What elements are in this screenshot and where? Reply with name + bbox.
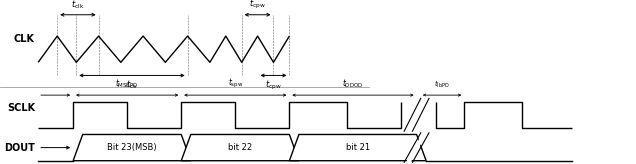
Text: $t_{\rm cpw}$: $t_{\rm cpw}$ [249, 0, 266, 11]
Text: DOUT: DOUT [4, 144, 35, 153]
Text: $t_{\rm cs}$: $t_{\rm cs}$ [126, 79, 137, 91]
Text: $t_{\mathrm{DDOD}}$: $t_{\mathrm{DDOD}}$ [342, 78, 364, 90]
Text: bit 22: bit 22 [228, 143, 252, 152]
Text: SCLK: SCLK [7, 103, 35, 113]
Polygon shape [73, 134, 191, 161]
Text: $t_{\rm cpw}$: $t_{\rm cpw}$ [265, 79, 282, 92]
Text: Bit 23(MSB): Bit 23(MSB) [107, 143, 157, 152]
Text: bit 21: bit 21 [346, 143, 370, 152]
Text: CLK: CLK [14, 34, 35, 44]
Polygon shape [289, 134, 426, 161]
Text: $t_{\mathrm{lbPD}}$: $t_{\mathrm{lbPD}}$ [434, 79, 450, 90]
Text: $t_{\mathrm{MSBPD}}$: $t_{\mathrm{MSBPD}}$ [115, 78, 139, 90]
Text: $t_{\mathrm{spw}}$: $t_{\mathrm{spw}}$ [228, 77, 243, 90]
Polygon shape [181, 134, 299, 161]
Text: $t_{\rm clk}$: $t_{\rm clk}$ [71, 0, 85, 11]
